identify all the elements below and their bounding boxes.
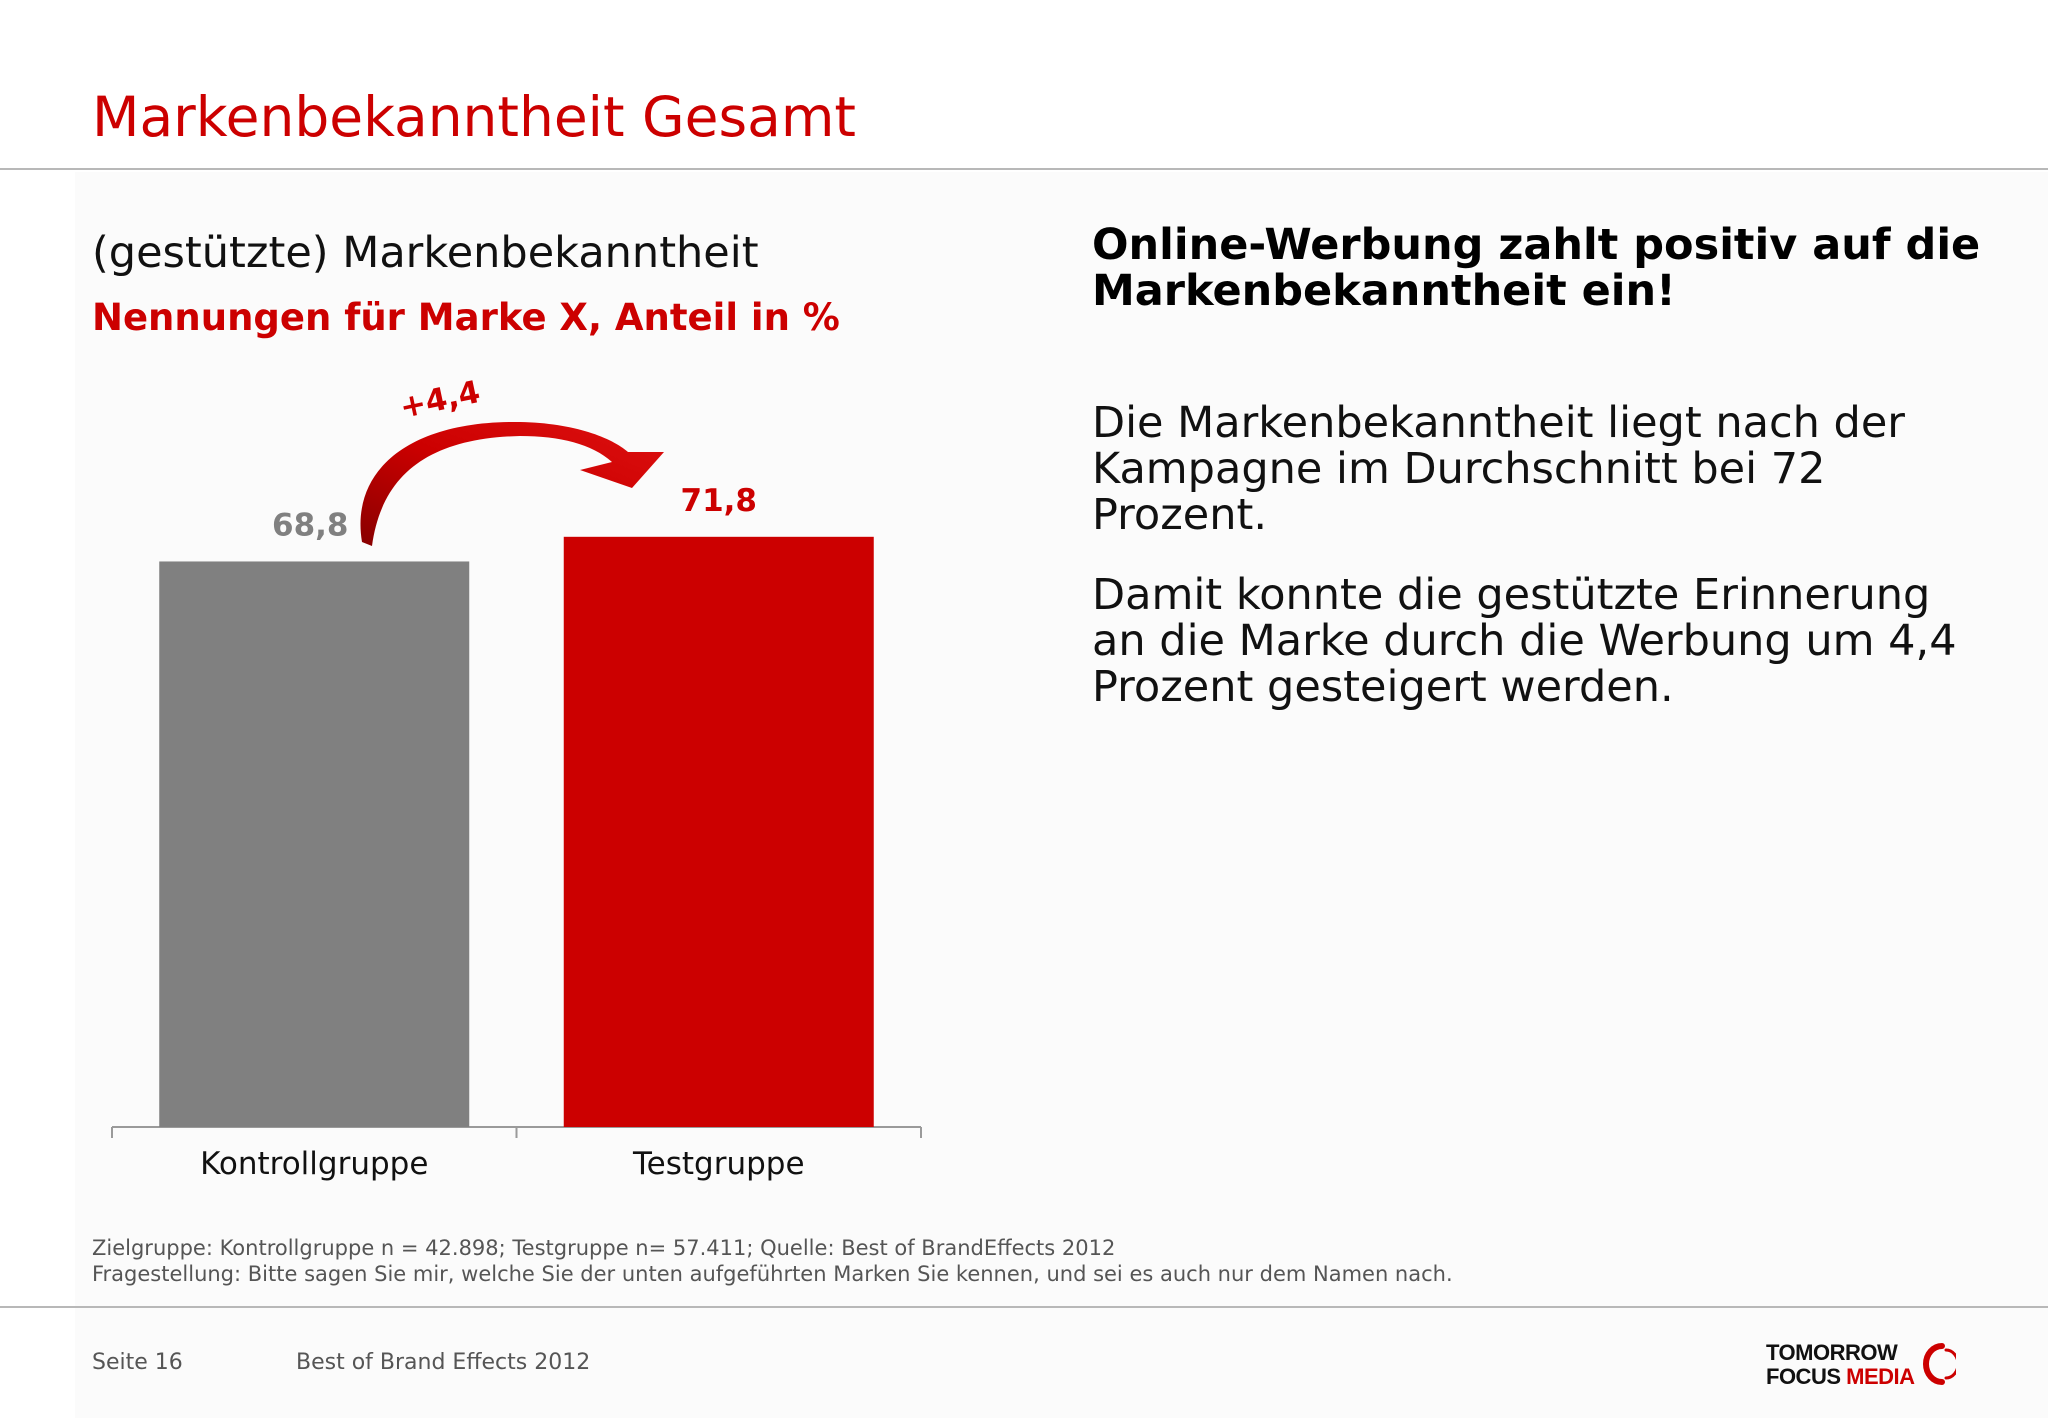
headline: Online-Werbung zahlt positiv auf die Mar…: [1092, 220, 1981, 316]
company-logo: TOMORROW FOCUS MEDIA: [1762, 1336, 1962, 1390]
value-label-testgruppe: 71,8: [681, 483, 758, 519]
body-paragraph-1: Die Markenbekanntheit liegt nach der Kam…: [1092, 398, 1905, 540]
footnote-question: Fragestellung: Bitte sagen Sie mir, welc…: [92, 1262, 1453, 1286]
page-number: Seite 16: [92, 1350, 183, 1375]
chart-subtitle: Nennungen für Marke X, Anteil in %: [92, 296, 840, 339]
logo-bracket-icon: [1923, 1343, 1956, 1385]
category-label-testgruppe: Testgruppe: [632, 1146, 805, 1182]
top-divider: [0, 168, 2048, 170]
bottom-divider: [0, 1306, 2048, 1308]
body-paragraph-2: Damit konnte die gestützte Erinnerung an…: [1092, 570, 1957, 712]
chart-title: (gestützte) Markenbekanntheit: [92, 228, 759, 278]
category-label-kontrollgruppe: Kontrollgruppe: [200, 1146, 428, 1182]
bar-kontrollgruppe: [159, 561, 470, 1127]
report-title: Best of Brand Effects 2012: [296, 1350, 591, 1375]
bar-testgruppe: [563, 536, 874, 1127]
difference-label: +4,4: [397, 374, 484, 426]
page-title: Markenbekanntheit Gesamt: [92, 85, 856, 149]
logo-media-text: MEDIA: [1846, 1364, 1915, 1389]
logo-line-1: TOMORROW: [1766, 1340, 1898, 1365]
logo-line-2: FOCUS MEDIA: [1766, 1364, 1915, 1390]
increase-arrow-icon: [360, 421, 664, 546]
logo-focus-text: FOCUS: [1766, 1364, 1841, 1389]
value-label-kontrollgruppe: 68,8: [272, 507, 349, 543]
footnote-target-group: Zielgruppe: Kontrollgruppe n = 42.898; T…: [92, 1236, 1116, 1260]
